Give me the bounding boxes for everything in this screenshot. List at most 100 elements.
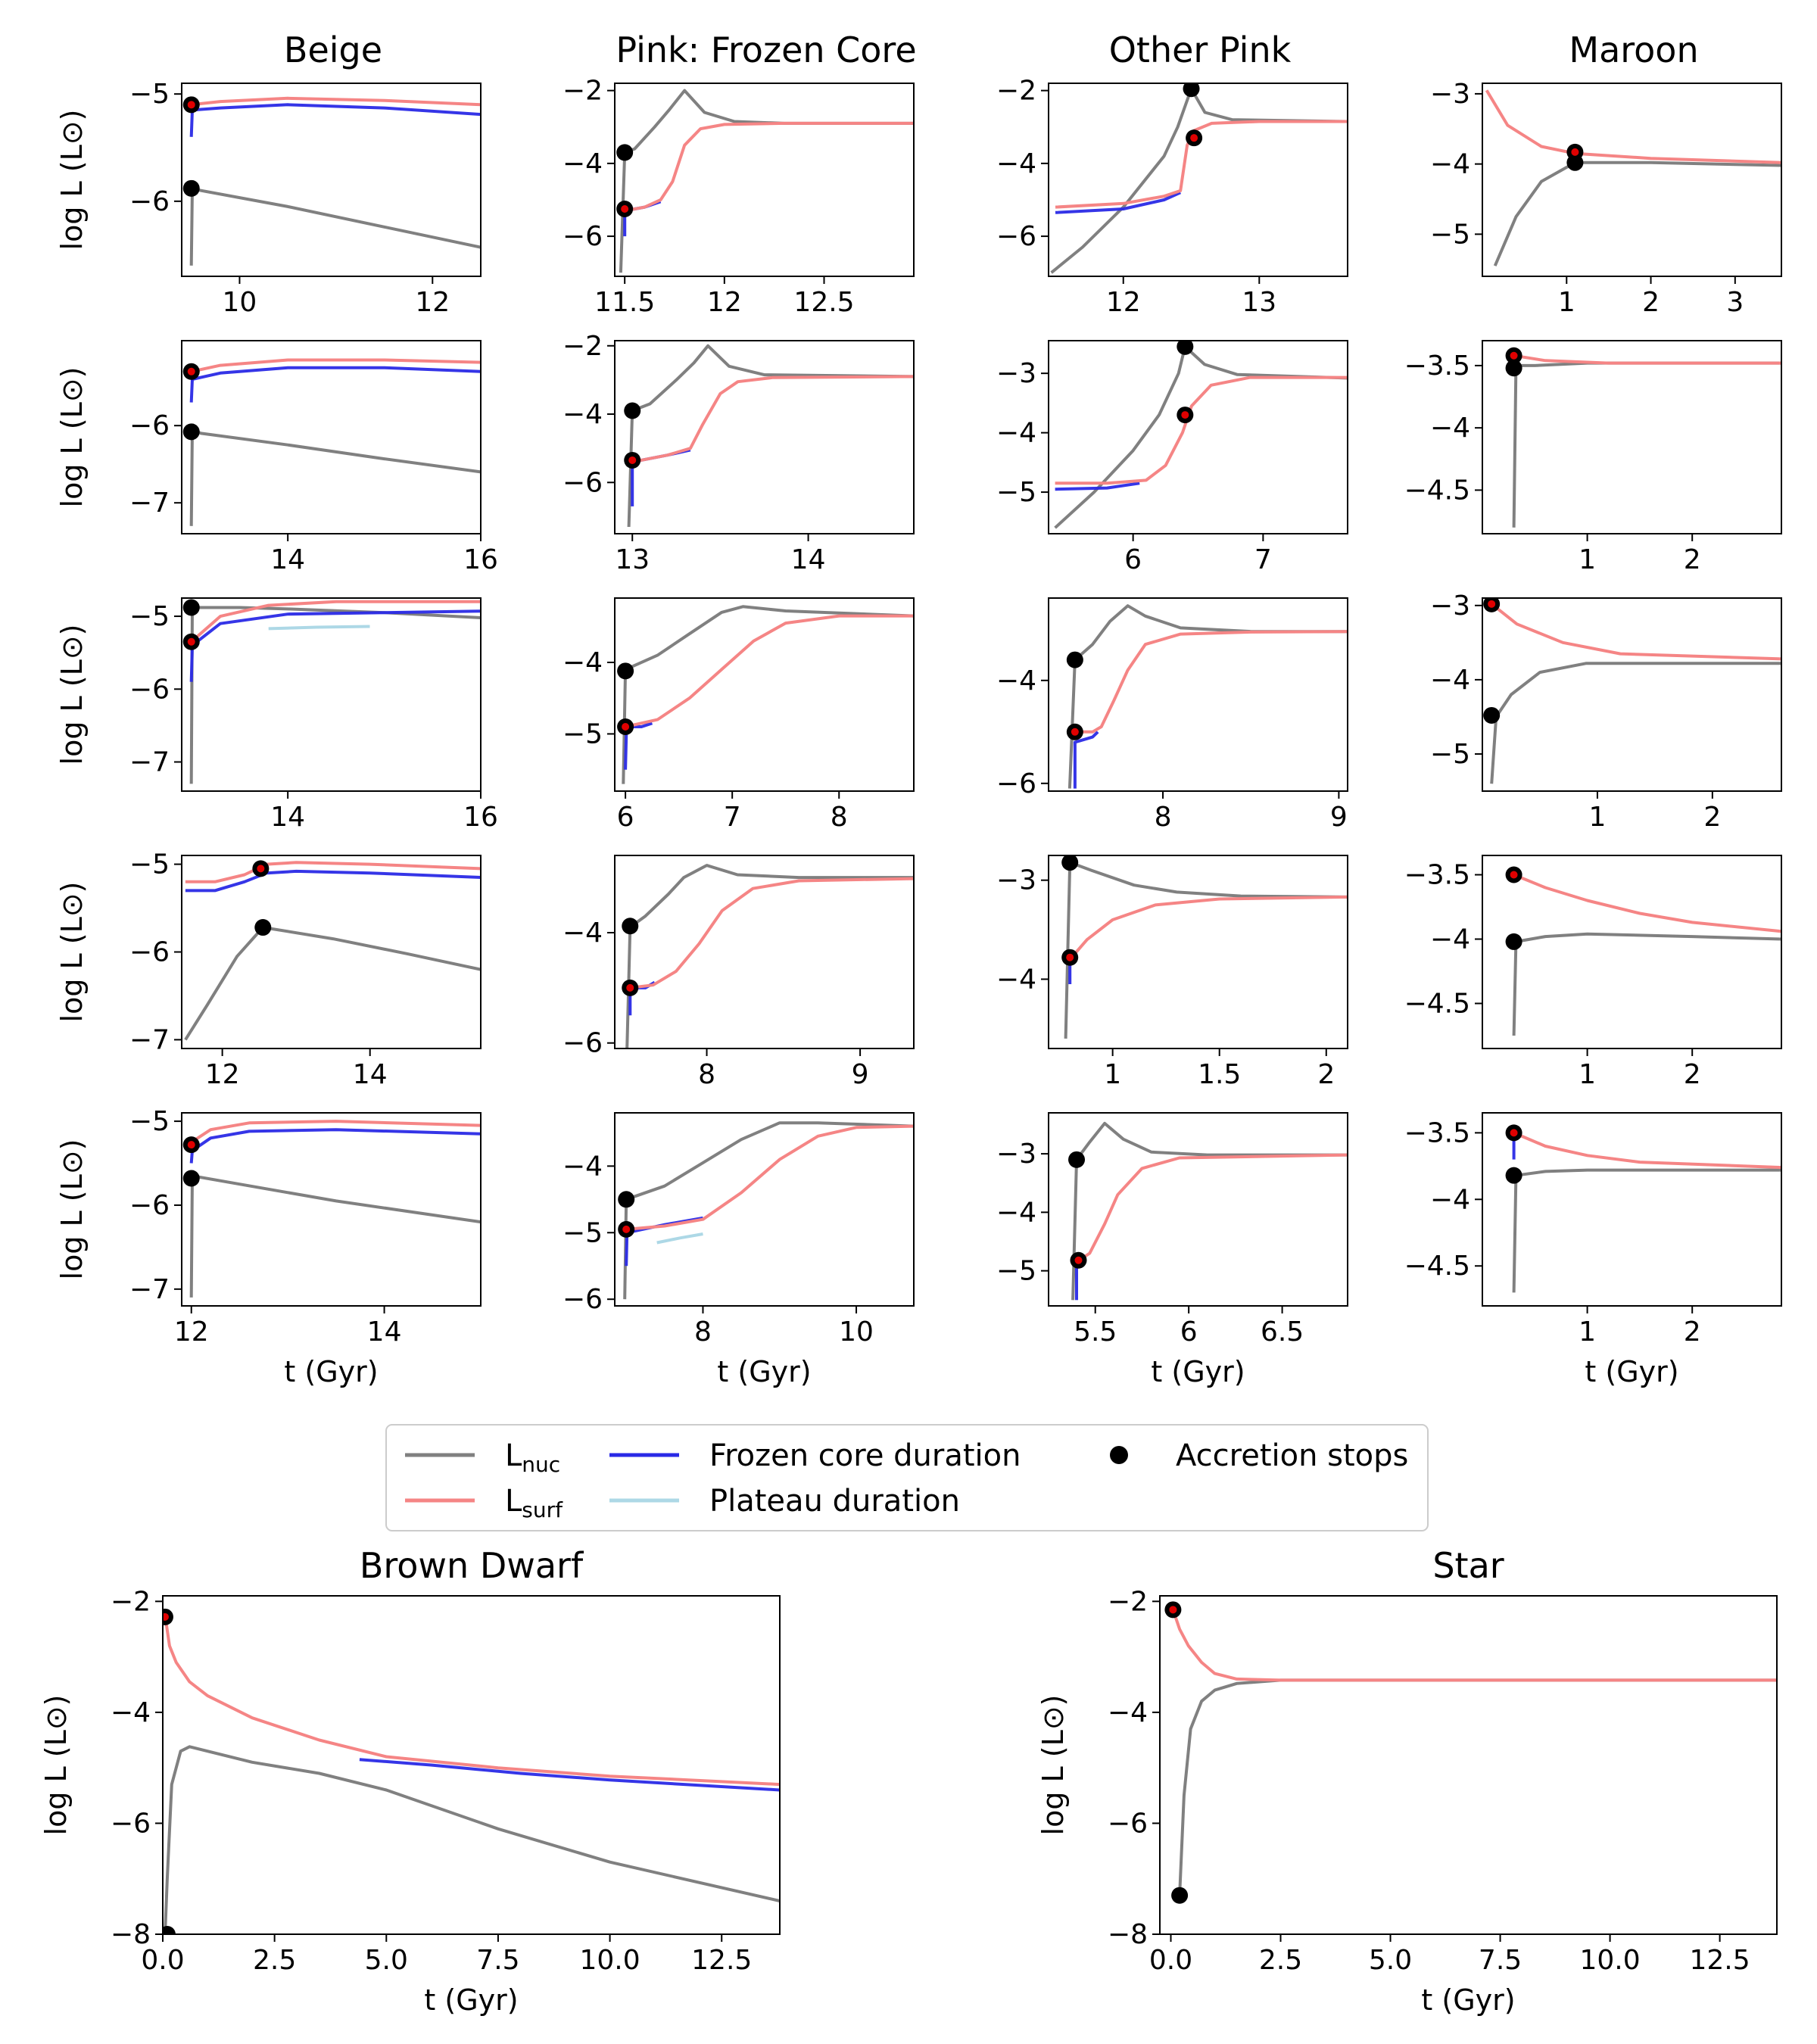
series-line-surf [191,358,481,373]
panel-r4c1: 8 10 −6 −5 −4 t (Gyr) [563,1112,915,1388]
series-line-frozen [1055,191,1182,214]
accretion-stop-marker [1483,706,1501,724]
y-tick-label: −8 [111,1919,151,1950]
panel-r1c2: 6 7 −5 −4 −3 [996,340,1348,575]
axes-frame [1482,597,1782,792]
panel-r2c1: 6 7 8 −5 −4 [563,597,915,833]
series-line-plateau [656,1232,703,1245]
panel-r0c3: 1 2 3 −5 −4 −3 [1430,79,1782,318]
series-line-frozen [1073,731,1099,789]
accretion-stop-marker-center [187,367,195,375]
series-line-nuc [1050,87,1348,274]
plot-area [163,1608,780,1934]
panel-r0c1: 11.5 12 12.5 −6 −4 −2 [563,76,915,318]
accretion-stop-marker-center [187,637,195,646]
column-titles: Beige Pink: Frozen Core Other Pink Maroo… [284,30,1699,70]
plot-area [1505,1124,1781,1293]
x-tick-label: 2 [1684,1316,1701,1348]
accretion-stop-marker [622,918,639,935]
accretion-stop-marker-center [1066,953,1074,961]
axes-frame [1048,597,1348,792]
axes-frame [181,340,482,534]
series-line-surf [1171,1609,1777,1682]
accretion-stop-marker [624,402,641,419]
plot-area [618,1121,914,1300]
series-line-nuc [189,1174,481,1298]
x-axis-label: t (Gyr) [284,1355,378,1388]
series-line-plateau [268,625,370,631]
y-tick-label: −5 [1430,739,1470,770]
panel-r3c3: 1 2 −4.5 −4 −3.5 [1404,855,1782,1090]
series-line-frozen [1055,481,1140,491]
accretion-stop-marker-center [1181,411,1189,419]
x-axis-label: t (Gyr) [1151,1355,1245,1388]
y-axis-label: log L (L⊙) [55,625,89,765]
panel-r2c2: 8 9 −6 −4 [996,597,1348,833]
x-tick-label: 14 [270,544,305,575]
y-tick-label: −6 [129,674,170,705]
accretion-stop-marker [1171,1887,1189,1904]
series-line-surf [1055,375,1348,485]
bottom-panels: 0.0 2.5 5.0 7.5 10.0 12.5 −8 −6 −4 −2 log L (L⊙) t … [39,1545,1778,2017]
accretion-stop-marker-center [257,865,265,873]
y-tick-label: −7 [129,488,170,519]
x-tick-label: 2.5 [1259,1945,1302,1976]
y-axis-label: log L (L⊙) [55,367,89,508]
series-line-frozen [624,721,653,770]
y-axis-label: log L (L⊙) [55,1139,89,1280]
accretion-stop-marker [254,919,272,936]
axes-frame [181,597,482,792]
x-tick-label: 12 [707,287,742,318]
plot-area [617,605,914,784]
y-tick-label: −4 [1430,149,1470,180]
column-title-pink-frozen-core: Pink: Frozen Core [616,30,916,70]
accretion-stop-marker [1505,360,1522,377]
plot-area [616,89,914,273]
accretion-stop-marker [1177,341,1194,355]
x-tick-label: 14 [791,544,826,575]
plot-area [1164,1601,1777,1904]
y-tick-label: −3 [1430,590,1470,622]
panel-r1c3: 1 2 −4.5 −4 −3.5 [1404,340,1782,575]
y-tick-label: −6 [129,1190,170,1221]
series-line-surf [1513,873,1781,933]
y-tick-label: −4 [563,647,603,678]
series-line-frozen [185,869,481,893]
y-tick-label: −3.5 [1404,860,1470,891]
series-line-nuc [1064,861,1348,1039]
panel-r1c1: 13 14 −6 −4 −2 [563,331,915,575]
axes-frame [614,597,915,792]
x-tick-label: 13 [1242,287,1276,318]
legend-lnuc-subscript: nuc [522,1452,560,1477]
axes-frame [1048,1112,1348,1307]
y-tick-label: −6 [129,937,170,968]
x-tick-label: 2 [1684,1059,1701,1090]
x-tick-label: 14 [353,1059,388,1090]
axes-frame [1482,855,1782,1049]
series-line-surf [1075,1153,1348,1263]
panel-r2c0: 14 16 −7 −6 −5 log L (L⊙) [55,597,498,833]
series-line-surf [631,375,914,464]
y-tick-label: −4 [1430,1184,1470,1215]
y-tick-label: −5 [129,79,170,110]
accretion-stop-marker [1066,651,1083,668]
plot-area [1483,598,1781,784]
series-line-nuc [189,428,481,526]
x-tick-label: 10 [223,287,257,318]
x-tick-label: 5.0 [1369,1945,1412,1976]
y-tick-label: −4 [563,399,603,430]
x-tick-label: 6.5 [1261,1316,1304,1348]
accretion-stop-marker [163,1926,176,1934]
x-tick-label: 8 [698,1059,715,1090]
series-line-surf [1490,603,1781,661]
plot-area [1061,855,1348,1039]
y-tick-label: −4 [1108,1697,1148,1728]
y-tick-label: −4 [563,1151,603,1182]
accretion-stop-marker-center [1510,871,1518,879]
series-line-nuc [184,926,481,1041]
series-line-nuc [1512,1168,1781,1293]
legend-accretion-label: Accretion stops [1176,1438,1408,1473]
accretion-stop-marker-center [1074,1256,1083,1264]
accretion-stop-marker-center [1488,600,1496,608]
